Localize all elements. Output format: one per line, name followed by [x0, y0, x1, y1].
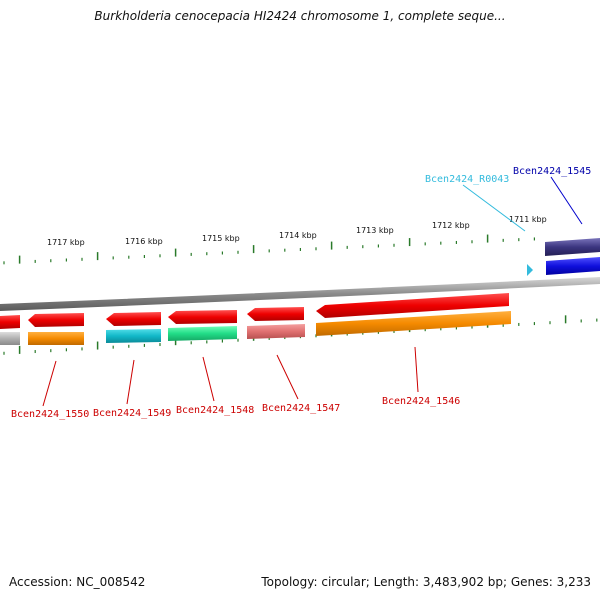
gene-arrow-partial-left[interactable]	[0, 315, 20, 329]
gene-arrow-bcen2424-1547[interactable]	[247, 307, 304, 321]
callout-line-1545	[550, 176, 583, 225]
scale-label-1716: 1716 kbp	[125, 237, 163, 246]
callout-line-r0043	[462, 184, 526, 232]
callout-line-1547	[276, 354, 299, 400]
scale-label-1712: 1712 kbp	[432, 221, 470, 230]
gene-label-1546[interactable]: Bcen2424_1546	[382, 396, 460, 407]
gene-arrow-bcen2424-1548[interactable]	[168, 310, 237, 324]
gene-label-1549[interactable]: Bcen2424_1549	[93, 408, 171, 419]
gene-label-r0043[interactable]: Bcen2424_R0043	[425, 174, 509, 185]
genome-summary-text: Topology: circular; Length: 3,483,902 bp…	[261, 575, 591, 589]
cds-bar-orange-1550[interactable]	[28, 332, 84, 345]
scale-label-1711: 1711 kbp	[509, 215, 547, 224]
chromosome-backbone	[0, 277, 600, 311]
trna-marker-bcen2424-r0043[interactable]	[527, 264, 533, 276]
callout-line-1550	[42, 360, 57, 407]
cds-bar-orange-1546[interactable]	[316, 311, 511, 336]
gene-label-1550[interactable]: Bcen2424_1550	[11, 409, 89, 420]
callout-line-1549	[126, 359, 135, 405]
outer-scale-ticks	[3, 234, 536, 265]
gene-arrow-bcen2424-1549[interactable]	[106, 312, 161, 326]
scale-label-1717: 1717 kbp	[47, 238, 85, 247]
cds-bar-cyan-1549[interactable]	[106, 329, 161, 343]
callout-line-1546	[414, 346, 419, 393]
gene-label-1545[interactable]: Bcen2424_1545	[513, 166, 591, 177]
scale-label-1713: 1713 kbp	[356, 226, 394, 235]
cds-bar-gray[interactable]	[0, 332, 20, 345]
callout-line-1548	[202, 356, 215, 402]
cds-bar-pink-1547[interactable]	[247, 324, 305, 339]
scale-label-1715: 1715 kbp	[202, 234, 240, 243]
gene-arrow-bcen2424-1546[interactable]	[316, 293, 509, 318]
cds-bar-blue-1545[interactable]	[546, 257, 600, 275]
gene-label-1548[interactable]: Bcen2424_1548	[176, 405, 254, 416]
map-title: Burkholderia cenocepacia HI2424 chromoso…	[94, 9, 506, 23]
accession-text: Accession: NC_008542	[9, 575, 146, 589]
gene-label-1547[interactable]: Bcen2424_1547	[262, 403, 340, 414]
scale-label-1714: 1714 kbp	[279, 231, 317, 240]
gene-arrow-bcen2424-1550[interactable]	[28, 313, 84, 327]
cds-bar-green-1548[interactable]	[168, 326, 237, 341]
gene-arrow-bcen2424-1545[interactable]	[545, 238, 600, 256]
